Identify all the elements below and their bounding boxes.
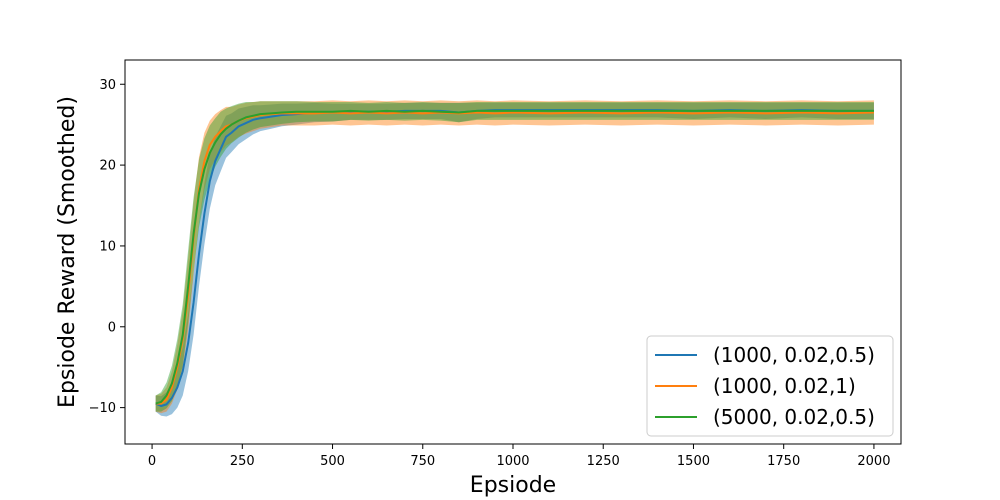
confidence-bands [155, 100, 874, 417]
series-band-3 [155, 101, 874, 412]
y-tick-label: −10 [89, 401, 116, 416]
x-tick-label: 2000 [857, 454, 890, 469]
x-tick-label: 250 [230, 454, 255, 469]
y-tick-label: 10 [99, 239, 116, 254]
series-band-2 [155, 100, 874, 414]
x-tick-label: 0 [148, 454, 156, 469]
legend-box [646, 335, 894, 437]
legend-label-1: (1000, 0.02,0.5) [713, 343, 875, 367]
x-tick-label: 1750 [767, 454, 800, 469]
x-axis-ticks: 0 250 500 750 1000 1250 1500 1750 2000 [148, 444, 890, 469]
y-axis-ticks: −10 0 10 20 30 [89, 78, 125, 416]
x-tick-label: 500 [320, 454, 345, 469]
x-tick-label: 1500 [677, 454, 710, 469]
legend: (1000, 0.02,0.5) (1000, 0.02,1) (5000, 0.0… [646, 335, 894, 437]
series-line-3 [155, 109, 874, 405]
y-tick-label: 20 [99, 159, 116, 174]
y-tick-label: 30 [99, 78, 116, 93]
legend-label-3: (5000, 0.02,0.5) [713, 405, 875, 429]
x-tick-label: 1250 [587, 454, 620, 469]
x-axis-title: Epsiode [470, 473, 556, 498]
series-band-1 [155, 102, 874, 417]
legend-label-2: (1000, 0.02,1) [713, 374, 856, 398]
x-tick-label: 1000 [496, 454, 529, 469]
y-tick-label: 0 [108, 320, 116, 335]
y-axis-title: Epsiode Reward (Smoothed) [55, 96, 80, 408]
x-tick-label: 750 [410, 454, 435, 469]
series-lines [155, 109, 874, 407]
